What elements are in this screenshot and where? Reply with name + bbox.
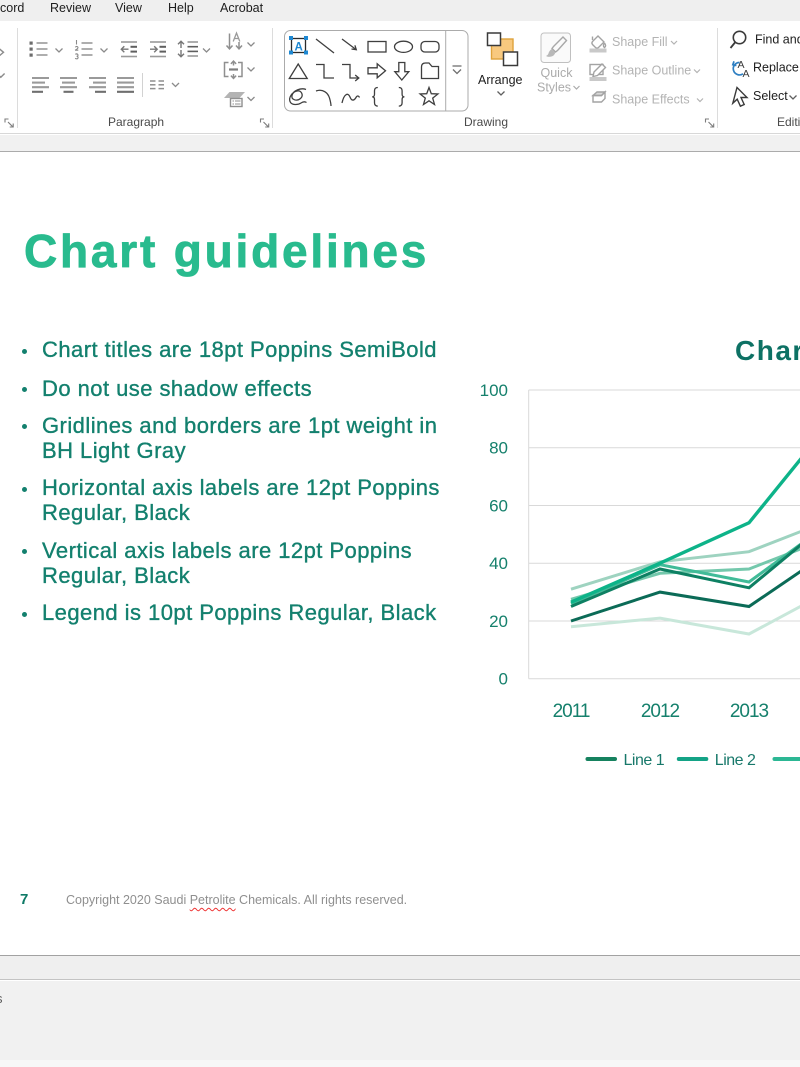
svg-text:40: 40 [489,554,508,573]
svg-text:A: A [738,59,745,71]
svg-text:Shape Effects: Shape Effects [612,93,690,107]
svg-text:80: 80 [489,439,508,458]
svg-text:Chart title: Chart title [735,335,800,366]
svg-text:60: 60 [489,496,508,515]
svg-text:Line 1: Line 1 [624,752,665,769]
svg-text:A: A [743,68,750,80]
svg-text:0: 0 [499,670,508,689]
svg-text:Shape Outline: Shape Outline [612,64,691,78]
svg-text:Line 2: Line 2 [715,752,756,769]
svg-text:Replace: Replace [753,61,799,75]
svg-text:Quick: Quick [541,66,574,80]
svg-text:20: 20 [489,612,508,631]
svg-text:2013: 2013 [730,701,769,722]
svg-text:A: A [295,42,303,54]
svg-text:Select: Select [753,89,788,103]
svg-text:Arrange: Arrange [478,73,523,87]
svg-text:2012: 2012 [641,701,680,722]
svg-text:Shape Fill: Shape Fill [612,35,668,49]
svg-text:Find and: Find and [755,33,800,47]
svg-text:100: 100 [480,381,508,400]
svg-text:Styles: Styles [537,81,571,95]
svg-text:2011: 2011 [553,701,590,722]
